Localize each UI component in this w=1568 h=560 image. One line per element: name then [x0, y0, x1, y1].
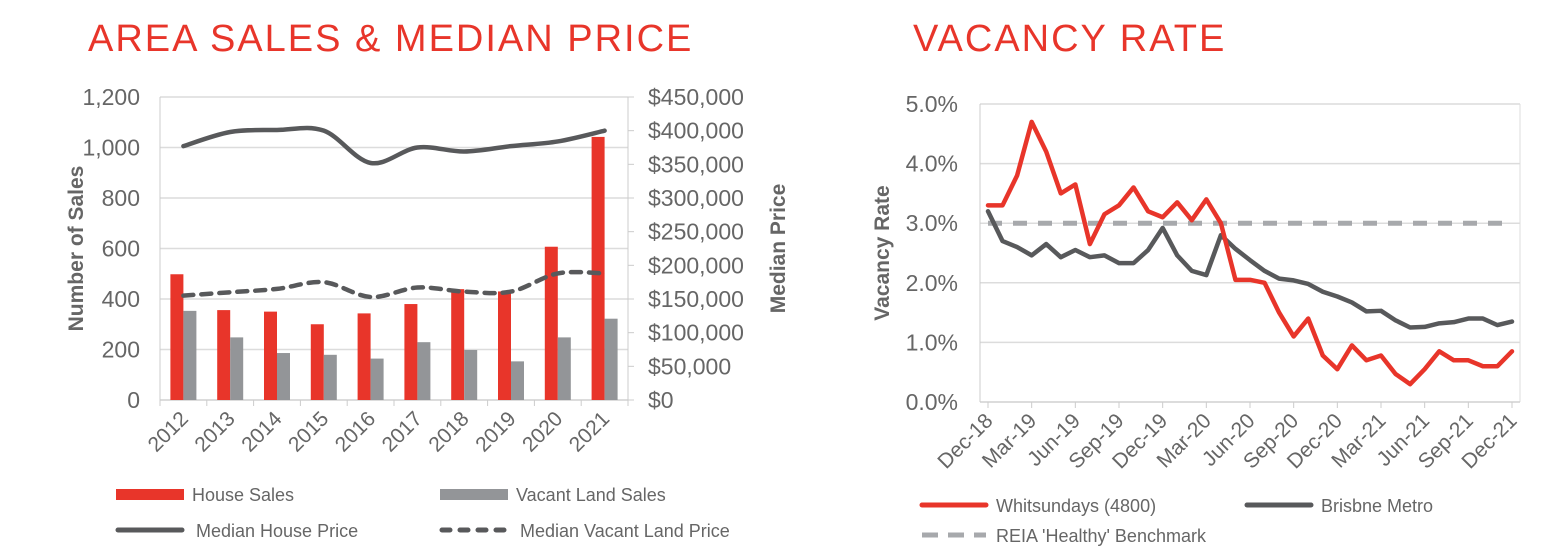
- y-tick-label: 200: [102, 337, 140, 363]
- bar-house-sales: [170, 274, 184, 400]
- x-tick-label: 2012: [144, 407, 193, 456]
- y-axis-label: Vacancy Rate: [871, 185, 894, 320]
- legend-swatch: [440, 489, 508, 500]
- y2-tick-label: $50,000: [648, 353, 731, 379]
- y2-tick-label: $350,000: [648, 151, 744, 177]
- y2-tick-label: $250,000: [648, 219, 744, 245]
- y-tick-label: 2.0%: [906, 270, 958, 296]
- bar-vacant-land-sales: [230, 337, 244, 400]
- y2-tick-label: $0: [648, 387, 674, 413]
- x-tick-label: 2016: [331, 407, 380, 456]
- bar-vacant-land-sales: [370, 358, 384, 400]
- bar-house-sales: [217, 310, 231, 400]
- vacancy-chart-title: VACANCY RATE: [913, 18, 1227, 60]
- bar-house-sales: [264, 311, 277, 400]
- y2-tick-label: $200,000: [648, 252, 744, 278]
- y-tick-label: 4.0%: [906, 151, 958, 177]
- y2-tick-label: $450,000: [648, 84, 744, 110]
- y2-tick-label: $300,000: [648, 185, 744, 211]
- line-median-house-price: [181, 125, 607, 166]
- legend-swatch: [116, 489, 184, 500]
- bar-vacant-land-sales: [557, 337, 571, 400]
- legend-label: Whitsundays (4800): [996, 496, 1156, 516]
- y-tick-label: 800: [102, 185, 140, 211]
- y2-tick-label: $150,000: [648, 286, 744, 312]
- legend-label: Vacant Land Sales: [516, 485, 666, 505]
- x-tick-label: 2018: [424, 407, 473, 456]
- y-tick-label: 0.0%: [906, 389, 958, 415]
- x-tick-label: 2014: [237, 407, 287, 457]
- x-tick-label: 2021: [565, 407, 614, 456]
- x-tick-label: 2020: [518, 407, 567, 456]
- legend-label: REIA 'Healthy' Benchmark: [996, 526, 1207, 546]
- y-tick-label: 5.0%: [906, 91, 958, 117]
- x-tick-label: 2017: [378, 407, 427, 456]
- bar-vacant-land-sales: [604, 318, 618, 400]
- y-axis-label: Number of Sales: [65, 166, 88, 332]
- x-tick-label: 2013: [190, 407, 239, 456]
- legend-label: Median Vacant Land Price: [520, 521, 730, 541]
- y-tick-label: 600: [102, 236, 140, 262]
- bar-house-sales: [451, 289, 465, 400]
- line-brisbne-metro: [985, 209, 1515, 330]
- legend-label: House Sales: [192, 485, 294, 505]
- bar-house-sales: [591, 136, 605, 400]
- legend-label: Median House Price: [196, 521, 358, 541]
- legend-label: Brisbne Metro: [1321, 496, 1433, 516]
- y-tick-label: 1,000: [82, 135, 140, 161]
- bar-vacant-land-sales: [323, 354, 337, 400]
- x-tick-label: 2015: [284, 407, 333, 456]
- y-tick-label: 0: [127, 387, 140, 413]
- line-median-vacant-land-price: [181, 269, 607, 300]
- bar-house-sales: [498, 291, 511, 400]
- bar-vacant-land-sales: [464, 350, 478, 400]
- bar-vacant-land-sales: [277, 353, 290, 400]
- bar-vacant-land-sales: [511, 361, 524, 400]
- sales-chart-title: AREA SALES & MEDIAN PRICE: [88, 18, 694, 60]
- bar-vacant-land-sales: [417, 342, 431, 400]
- bar-house-sales: [310, 324, 324, 400]
- bar-vacant-land-sales: [183, 310, 197, 400]
- y-tick-label: 400: [102, 286, 140, 312]
- bar-house-sales: [357, 313, 371, 400]
- y-tick-label: 3.0%: [906, 210, 958, 236]
- y2-axis-label: Median Price: [767, 184, 790, 314]
- bar-house-sales: [544, 246, 558, 400]
- y-tick-label: 1,200: [82, 84, 140, 110]
- y-tick-label: 1.0%: [906, 329, 958, 355]
- y2-tick-label: $400,000: [648, 118, 744, 144]
- y2-tick-label: $100,000: [648, 320, 744, 346]
- bar-house-sales: [404, 304, 418, 400]
- x-tick-label: 2019: [471, 407, 520, 456]
